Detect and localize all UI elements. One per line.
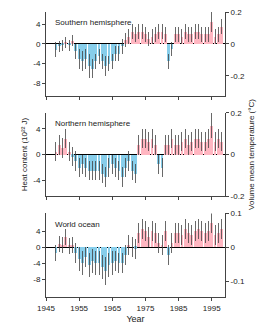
svg-text:-8: -8 <box>33 275 41 284</box>
svg-text:-8: -8 <box>33 79 41 88</box>
svg-text:-0.2: -0.2 <box>231 192 245 201</box>
svg-text:0.2: 0.2 <box>231 109 243 118</box>
svg-text:1985: 1985 <box>170 304 188 313</box>
svg-text:0.2: 0.2 <box>231 8 243 17</box>
svg-text:0: 0 <box>231 243 236 252</box>
svg-text:4: 4 <box>36 125 41 134</box>
svg-text:0: 0 <box>36 150 41 159</box>
svg-text:Southern hemisphere: Southern hemisphere <box>55 18 132 27</box>
svg-text:-4: -4 <box>33 59 41 68</box>
svg-text:1955: 1955 <box>70 304 88 313</box>
svg-text:World ocean: World ocean <box>55 220 100 229</box>
svg-text:1995: 1995 <box>203 304 221 313</box>
svg-text:-4: -4 <box>33 176 41 185</box>
svg-text:1965: 1965 <box>103 304 121 313</box>
svg-text:0: 0 <box>231 150 236 159</box>
svg-text:-0.1: -0.1 <box>231 277 245 286</box>
svg-text:1975: 1975 <box>137 304 155 313</box>
svg-text:0: 0 <box>36 243 41 252</box>
svg-text:4: 4 <box>36 227 41 236</box>
svg-text:Northern hemisphere: Northern hemisphere <box>55 119 131 128</box>
svg-text:0: 0 <box>231 40 236 49</box>
svg-text:0.1: 0.1 <box>231 209 243 218</box>
svg-text:1945: 1945 <box>37 304 55 313</box>
svg-text:4: 4 <box>36 20 41 29</box>
svg-text:0: 0 <box>36 40 41 49</box>
svg-text:-0.2: -0.2 <box>231 72 245 81</box>
svg-text:Year: Year <box>126 314 144 324</box>
svg-text:Volume mean temperature (°C): Volume mean temperature (°C) <box>247 99 256 210</box>
svg-text:Heat content (10²² J): Heat content (10²² J) <box>20 117 29 191</box>
svg-text:-4: -4 <box>33 259 41 268</box>
